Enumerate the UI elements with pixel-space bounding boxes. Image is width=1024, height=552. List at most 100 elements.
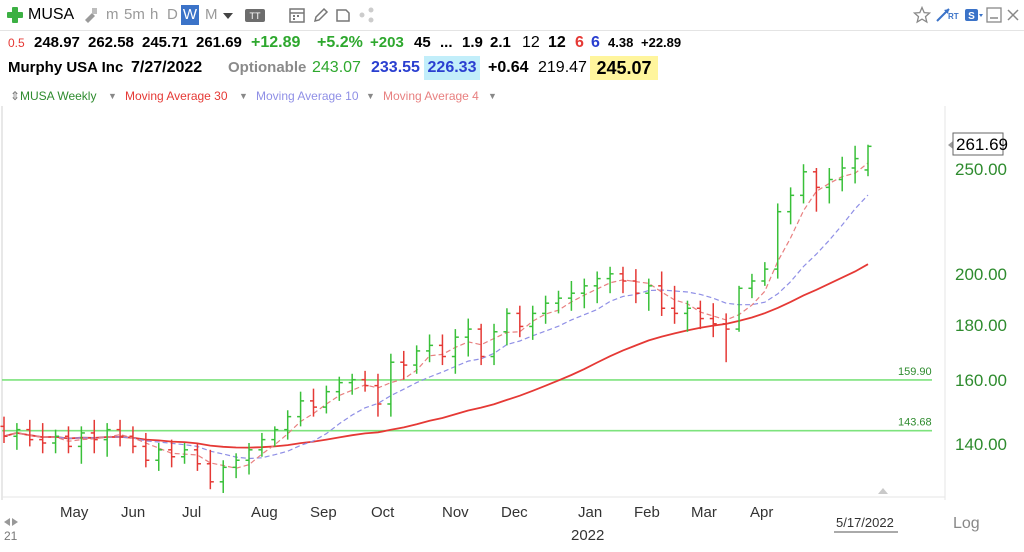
legend-musa-weekly[interactable]: MUSA Weekly — [20, 89, 97, 103]
alert-icon[interactable] — [934, 6, 952, 24]
price-bar-13 — [168, 439, 176, 468]
realtime-icon[interactable]: RT — [948, 6, 964, 24]
scanner-icon[interactable]: S — [964, 6, 984, 24]
price-bar-18 — [232, 453, 240, 479]
price-bar-41 — [529, 305, 537, 340]
price-bar-8 — [103, 423, 111, 457]
price-bar-63 — [812, 168, 820, 212]
price-bar-53 — [683, 300, 691, 332]
price-bar-7 — [90, 419, 98, 454]
interval-d[interactable]: D — [167, 6, 178, 23]
horizontal-line-label-0: 159.90 — [898, 366, 932, 378]
share-icon[interactable] — [358, 6, 376, 24]
price-bar-58 — [748, 273, 756, 299]
interval-m[interactable]: m — [106, 6, 119, 23]
price-label-200: 200.00 — [955, 265, 1007, 284]
price-bar-21 — [271, 426, 279, 447]
price-bar-39 — [503, 308, 511, 346]
year-label: 2022 — [571, 527, 604, 544]
stat-value-7: 6 — [591, 34, 600, 51]
price-bar-43 — [555, 290, 563, 314]
price-bar-0 — [0, 416, 8, 443]
scroll-up-icon[interactable] — [878, 488, 888, 494]
svg-text:S: S — [968, 11, 975, 22]
minimize-icon[interactable] — [985, 6, 1003, 24]
last-price-box — [952, 132, 1004, 156]
month-label-jun: Jun — [121, 504, 145, 521]
price-bar-3 — [39, 423, 47, 454]
price-bar-2 — [26, 419, 34, 447]
info-value-5: 219.47 — [538, 59, 587, 76]
price-bar-10 — [129, 426, 137, 454]
interval-h[interactable]: h — [150, 6, 159, 23]
interval-dropdown-icon[interactable] — [222, 6, 234, 24]
month-label-dec: Dec — [501, 504, 528, 521]
price-chart[interactable]: 159.90 143.68 250.00 200.00 180.00 160.00… — [0, 106, 1024, 547]
legend-ma30[interactable]: Moving Average 30 — [125, 89, 228, 103]
price-bar-31 — [400, 350, 408, 380]
price-bar-65 — [838, 156, 846, 192]
price-bar-62 — [800, 164, 808, 204]
price-bar-22 — [284, 410, 292, 440]
price-bar-27 — [348, 373, 356, 395]
close-icon[interactable] — [1004, 6, 1022, 24]
price-bar-52 — [671, 285, 679, 324]
stat-value-2: 1.9 — [462, 34, 483, 51]
ma4-line[interactable] — [3, 162, 869, 469]
price-bar-49 — [632, 269, 640, 304]
info-value-6: 245.07 — [590, 56, 658, 80]
quote-prefix: 0.5 — [8, 36, 25, 50]
legend-ma4[interactable]: Moving Average 4 — [383, 89, 479, 103]
star-icon[interactable] — [913, 6, 931, 24]
price-label-250: 250.00 — [955, 160, 1007, 179]
horizontal-line-label-1: 143.68 — [898, 417, 932, 429]
interval-w-active[interactable]: W — [181, 5, 199, 25]
price-bar-37 — [477, 323, 485, 366]
legend-ma10[interactable]: Moving Average 10 — [256, 89, 359, 103]
price-bar-51 — [658, 271, 666, 316]
series-handle-icon[interactable]: ⇕ — [10, 89, 21, 103]
change-pct-value: +5.2% — [317, 34, 363, 51]
price-bar-29 — [374, 373, 382, 417]
legend-weekly-caret-icon[interactable]: ▼ — [108, 91, 117, 101]
chart-area[interactable]: 159.90 143.68 250.00 200.00 180.00 160.00… — [0, 106, 1024, 547]
cursor-date-label: 5/17/2022 — [836, 515, 894, 530]
price-bar-11 — [142, 432, 150, 468]
note-icon[interactable] — [334, 6, 352, 24]
price-bar-57 — [735, 285, 743, 332]
price-bar-16 — [206, 449, 214, 490]
price-bar-28 — [361, 370, 369, 392]
pencil-icon[interactable] — [312, 6, 330, 24]
price-bar-26 — [335, 376, 343, 401]
add-symbol-icon[interactable] — [6, 6, 24, 24]
price-bar-32 — [413, 345, 421, 374]
legend-ma30-caret-icon[interactable]: ▼ — [239, 91, 248, 101]
price-bar-60 — [774, 203, 782, 279]
scroll-handle-icon[interactable] — [4, 518, 18, 526]
change-value: +12.89 — [251, 34, 301, 51]
open-value: 248.97 — [34, 34, 80, 51]
stat-value-5: 12 — [548, 34, 566, 51]
price-bar-34 — [438, 334, 446, 366]
chart-type-icon[interactable]: TT — [244, 6, 266, 24]
interval-5m[interactable]: 5m — [124, 6, 145, 23]
price-label-160: 160.00 — [955, 371, 1007, 390]
brush-icon[interactable] — [82, 6, 100, 24]
info-row: Murphy USA Inc 7/27/2022 Optionable 243.… — [0, 56, 1024, 80]
price-bar-54 — [696, 300, 704, 330]
log-scale-toggle[interactable]: Log — [953, 515, 980, 532]
month-label-nov: Nov — [442, 504, 469, 521]
calendar-icon[interactable] — [288, 6, 306, 24]
legend-ma4-caret-icon[interactable]: ▼ — [488, 91, 497, 101]
interval-mo[interactable]: M — [205, 6, 218, 23]
symbol-field[interactable]: MUSA — [28, 6, 75, 23]
price-bar-24 — [309, 388, 317, 417]
price-bar-4 — [52, 429, 60, 454]
ma10-line[interactable] — [3, 194, 869, 460]
price-bar-19 — [245, 443, 253, 475]
month-label-feb: Feb — [634, 504, 660, 521]
legend-ma10-caret-icon[interactable]: ▼ — [366, 91, 375, 101]
price-bar-15 — [193, 443, 201, 471]
price-bar-59 — [761, 262, 769, 286]
price-bar-44 — [567, 281, 575, 311]
